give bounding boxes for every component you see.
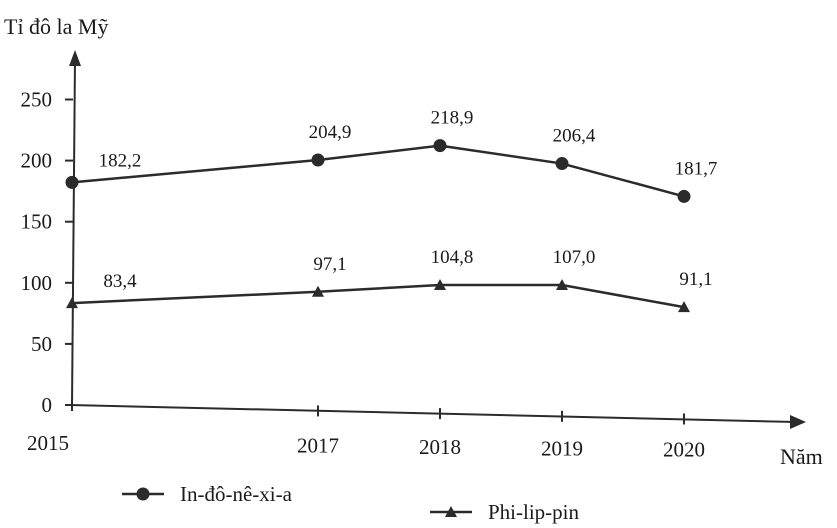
x-tick-label: 2020 [663,438,705,462]
data-label: 206,4 [553,126,596,147]
data-label: 83,4 [103,271,137,292]
data-point [65,175,79,189]
legend-marker [136,487,150,501]
legend-label: In-đô-nê-xi-a [180,482,293,506]
series-2: 83,4 97,1 104,8 107,0 91,1 [66,247,713,313]
data-point [555,157,569,171]
data-point [677,189,691,203]
series-line [71,283,685,309]
series-line [71,144,685,198]
data-label: 218,9 [431,108,474,129]
y-axis-title: Tỉ đô la Mỹ [4,14,109,39]
data-point [556,279,568,291]
x-tick-label: 2018 [419,435,461,459]
legend-marker [445,506,457,517]
x-axis-arrowhead [790,415,806,429]
legend-item-2: Phi-lip-pin [430,500,580,524]
data-label: 104,8 [431,247,474,268]
data-point [434,279,446,291]
x-tick-label: 2019 [541,436,583,460]
y-tick-label: 50 [31,332,52,356]
legend-label: Phi-lip-pin [488,500,580,524]
y-tick-label: 250 [21,88,53,112]
y-axis: Tỉ đô la Mỹ [4,14,109,406]
x-axis-title: Năm [780,444,823,469]
data-point [312,285,324,297]
data-point [66,297,78,309]
y-tick-label: 200 [21,149,53,173]
y-ticks: 0 50 100 150 200 250 [21,88,73,417]
data-label: 97,1 [313,254,346,275]
legend: In-đô-nê-xi-a Phi-lip-pin [122,482,580,524]
x-axis: Năm [69,404,823,469]
data-label: 204,9 [309,122,352,143]
y-tick-label: 0 [42,393,53,417]
data-label: 107,0 [553,247,596,268]
y-tick-label: 150 [21,210,53,234]
data-point [678,301,690,313]
data-point [433,139,447,153]
x-axis-line [69,404,797,423]
x-tick-label: 2017 [297,434,339,458]
legend-item-1: In-đô-nê-xi-a [122,482,293,506]
y-axis-arrowhead [69,50,81,66]
y-axis-line [71,57,76,406]
data-label: 182,2 [99,150,142,171]
data-point [311,153,325,167]
y-tick-label: 100 [21,271,53,295]
x-ticks: 2015 2017 2018 2019 2020 [27,400,705,462]
series-1: 182,2 204,9 218,9 206,4 181,7 [65,108,718,203]
series-layer: 182,2 204,9 218,9 206,4 181,7 83,4 97,1 104,8 10… [65,108,718,313]
data-label: 181,7 [675,158,718,179]
x-tick-label: 2015 [27,431,69,455]
data-label: 91,1 [679,269,712,290]
